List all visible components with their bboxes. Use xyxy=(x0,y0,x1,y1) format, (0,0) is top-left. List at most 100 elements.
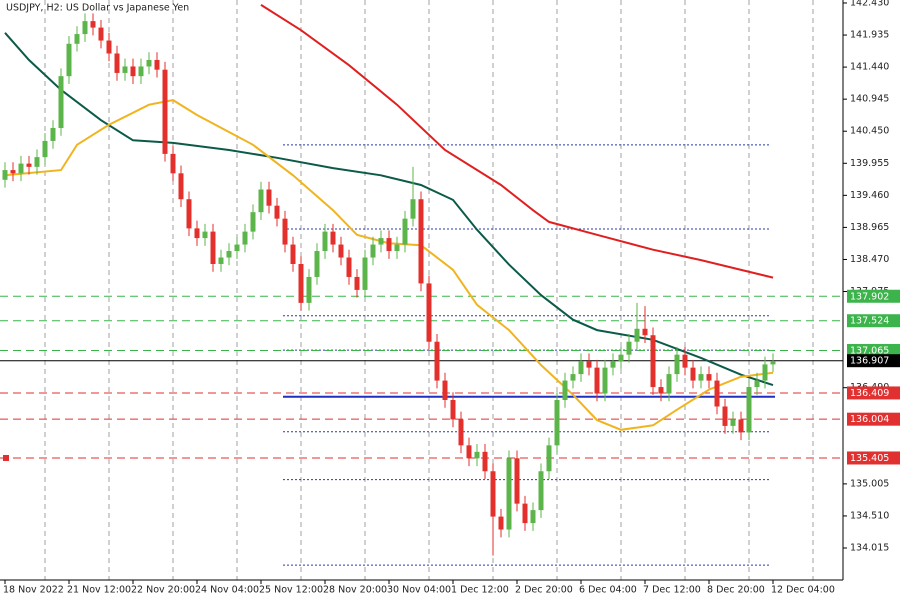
candle-body xyxy=(306,276,312,303)
candle-body xyxy=(122,66,128,73)
candle-body xyxy=(146,59,152,67)
level-label: 136.004 xyxy=(850,414,889,425)
candle-body xyxy=(746,387,752,433)
x-tick-label: 12 Dec 04:00 xyxy=(771,585,835,596)
candle-body xyxy=(570,374,576,381)
candle-body xyxy=(450,400,456,420)
candle-body xyxy=(370,244,376,258)
y-tick-label: 135.005 xyxy=(850,478,889,489)
candle-body xyxy=(770,361,776,365)
axes-layer xyxy=(0,0,844,581)
candle-body xyxy=(66,43,72,77)
candle-body xyxy=(434,341,440,381)
candle-body xyxy=(346,257,352,277)
level-label: 137.065 xyxy=(850,345,889,356)
candle-body xyxy=(218,257,224,264)
candle-body xyxy=(314,251,320,277)
x-tick-label: 25 Nov 12:00 xyxy=(259,585,323,596)
level-label: 135.405 xyxy=(850,453,889,464)
candle-body xyxy=(514,458,520,504)
candle-body xyxy=(466,445,472,459)
candle-body xyxy=(330,231,336,245)
y-tick-label: 141.440 xyxy=(850,62,889,73)
candle-body xyxy=(154,59,160,70)
candle-body xyxy=(282,218,288,245)
x-tick-label: 2 Dec 20:00 xyxy=(515,585,573,596)
candle-body xyxy=(202,231,208,239)
candle-body xyxy=(410,199,416,219)
level-box xyxy=(847,412,900,426)
level-box xyxy=(847,343,900,357)
level-label: 137.524 xyxy=(850,316,889,327)
x-tick-label: 18 Nov 2022 xyxy=(3,585,64,596)
candle-body xyxy=(362,257,368,290)
candle-body xyxy=(242,231,248,245)
candle-body xyxy=(106,40,112,54)
candle-body xyxy=(586,361,592,368)
candle-body xyxy=(186,199,192,229)
candle-body xyxy=(666,374,672,394)
candle-body xyxy=(530,510,536,524)
candle-body xyxy=(50,127,56,141)
candle-body xyxy=(690,367,696,381)
x-tick-label: 30 Nov 04:00 xyxy=(387,585,451,596)
candle-body xyxy=(538,471,544,511)
x-tick-label: 1 Dec 12:00 xyxy=(451,585,509,596)
candle-body xyxy=(418,199,424,284)
candle-body xyxy=(402,218,408,245)
candle-body xyxy=(274,205,280,219)
candle-body xyxy=(762,364,768,381)
level-label: 137.902 xyxy=(850,291,889,302)
candle-body xyxy=(34,157,40,167)
candle-body xyxy=(394,244,400,252)
candle-body xyxy=(490,471,496,517)
candle-body xyxy=(522,503,528,524)
candle-body xyxy=(10,170,16,174)
y-tick-label: 139.955 xyxy=(850,158,889,169)
candle-body xyxy=(82,21,88,35)
moving-average xyxy=(260,4,774,279)
candle-body xyxy=(266,189,272,206)
candle-body xyxy=(674,354,680,375)
y-tick-label: 138.470 xyxy=(850,254,889,265)
y-tick-label: 142.430 xyxy=(850,0,889,8)
candle-body xyxy=(714,380,720,407)
x-tick-label: 8 Dec 20:00 xyxy=(707,585,765,596)
candle-body xyxy=(682,354,688,368)
y-tick-label: 141.935 xyxy=(850,30,889,41)
candle-body xyxy=(506,458,512,530)
candle-body xyxy=(18,163,24,174)
labels-layer: 142.430 141.935 141.440 140.945 140.450 139.9… xyxy=(3,0,900,596)
candle-body xyxy=(706,374,712,381)
y-tick-label: 140.450 xyxy=(850,126,889,137)
level-label: 136.907 xyxy=(850,356,889,367)
candle-body xyxy=(354,276,360,290)
candle-body xyxy=(738,419,744,433)
candle-body xyxy=(138,66,144,77)
candle-body xyxy=(90,21,96,28)
candle-body xyxy=(290,244,296,264)
candle-body xyxy=(258,189,264,213)
level-box xyxy=(847,314,900,328)
candle-body xyxy=(754,380,760,388)
candle-body xyxy=(226,251,232,258)
candle-body xyxy=(634,328,640,342)
candle-body xyxy=(546,445,552,472)
y-tick-label: 138.965 xyxy=(850,222,889,233)
candle-body xyxy=(658,387,664,394)
candle-body xyxy=(250,212,256,232)
candle-body xyxy=(338,244,344,258)
y-tick-label: 134.510 xyxy=(850,510,889,521)
x-tick-label: 22 Nov 20:00 xyxy=(131,585,195,596)
candle-body xyxy=(650,335,656,388)
candle-body xyxy=(178,173,184,200)
candle-body xyxy=(474,451,480,459)
candle-body xyxy=(594,367,600,394)
chart-title: USDJPY, H2: US Dollar vs Japanese Yen xyxy=(6,3,189,14)
level-marker xyxy=(3,454,9,461)
candle-body xyxy=(602,367,608,394)
y-tick-label: 140.945 xyxy=(850,94,889,105)
candle-body xyxy=(130,66,136,77)
x-tick-label: 6 Dec 04:00 xyxy=(579,585,637,596)
